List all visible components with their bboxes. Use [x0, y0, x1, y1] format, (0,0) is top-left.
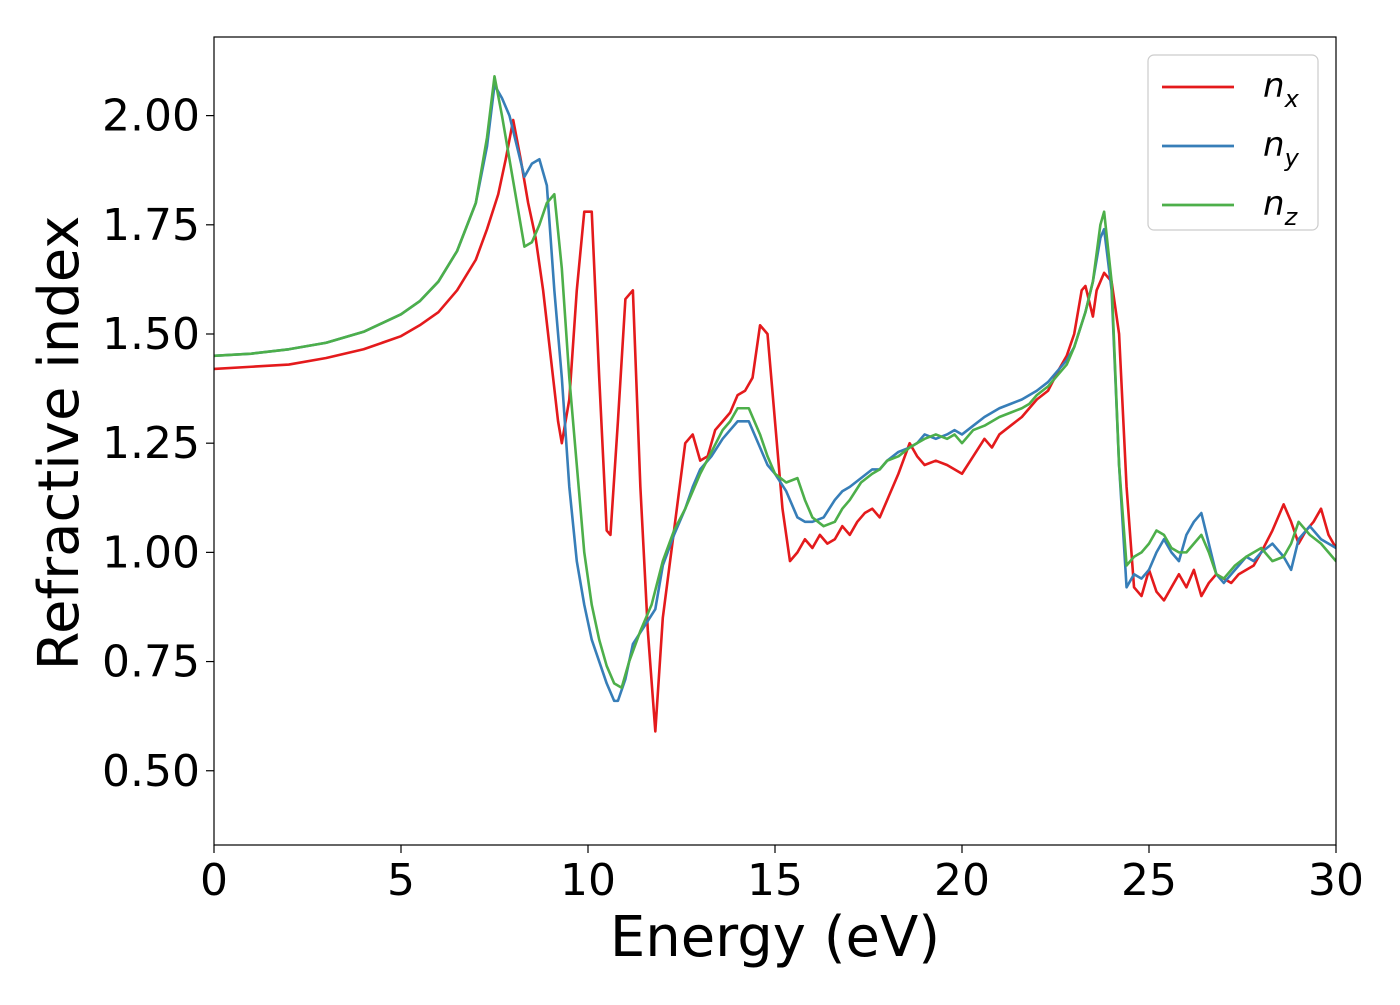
y-tick-label: 1.75: [102, 200, 200, 251]
series-layer: [214, 75, 1336, 733]
y-tick-label: 2.00: [102, 91, 200, 142]
x-tick-label: 15: [747, 855, 803, 906]
x-tick-label: 10: [560, 855, 616, 906]
series-line-x: [214, 118, 1336, 733]
x-axis-label: Energy (eV): [610, 905, 940, 970]
x-tick-label: 0: [200, 855, 228, 906]
y-axis-label: Refractive index: [27, 216, 92, 671]
y-tick-label: 0.50: [102, 746, 200, 797]
legend-label-z: nz: [1263, 184, 1299, 231]
x-tick-label: 20: [934, 855, 990, 906]
legend-label-x: nx: [1263, 66, 1300, 113]
y-tick-label: 1.50: [102, 309, 200, 360]
legend-label-y: ny: [1263, 125, 1300, 172]
y-tick-label: 1.25: [102, 418, 200, 469]
y-tick-label: 0.75: [102, 637, 200, 688]
series-line-z: [214, 75, 1336, 690]
x-tick-label: 5: [387, 855, 415, 906]
series-line-y: [214, 83, 1336, 703]
y-axis: 0.50 0.75 1.00 1.25 1.50 1.75 2.00: [102, 91, 214, 797]
legend-box: [1147, 54, 1319, 231]
y-tick-label: 1.00: [102, 527, 200, 578]
x-tick-label: 25: [1121, 855, 1177, 906]
x-tick-label: 30: [1308, 855, 1364, 906]
x-axis: 0 5 10 15 20 25 30: [200, 845, 1364, 906]
legend: nx ny nz: [1147, 54, 1319, 231]
